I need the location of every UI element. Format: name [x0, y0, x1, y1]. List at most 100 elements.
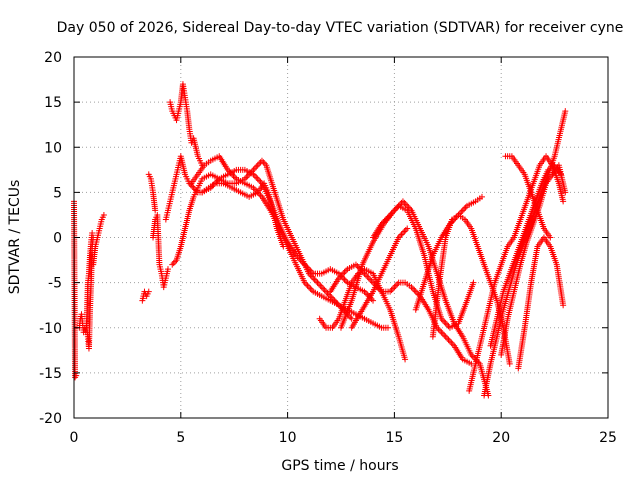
series-s17 [370, 202, 477, 331]
y-tick-label: -10 [39, 321, 62, 337]
data-point [256, 177, 263, 184]
data-point [448, 339, 455, 346]
data-point [439, 330, 446, 337]
data-point [446, 338, 453, 345]
data-point [209, 183, 216, 190]
series-s4 [90, 211, 107, 268]
data-point [392, 282, 399, 289]
data-point [391, 284, 398, 291]
series-s24 [502, 153, 554, 241]
data-point [251, 165, 258, 172]
data-point [169, 261, 176, 268]
y-tick-label: 0 [53, 231, 62, 247]
y-tick-label: 5 [53, 185, 62, 201]
y-tick-label: -5 [48, 276, 62, 292]
data-point [462, 204, 469, 211]
data-point [456, 210, 463, 217]
data-point [321, 287, 328, 294]
series-s10 [169, 157, 355, 322]
series-s1 [71, 198, 80, 381]
data-point [402, 226, 409, 233]
data-point [348, 315, 355, 322]
series-s22 [487, 162, 565, 349]
x-tick-label: 15 [385, 430, 403, 446]
data-point [308, 287, 315, 294]
y-tick-label: 20 [44, 50, 62, 66]
data-point [444, 335, 451, 342]
data-point [461, 205, 468, 212]
data-point [318, 284, 325, 291]
y-axis-ticks: -20 -15 -10 -5 0 5 10 15 20 [39, 50, 608, 427]
data-point [370, 297, 377, 304]
data-point [470, 279, 477, 286]
data-point [338, 272, 345, 279]
data-point [397, 201, 404, 208]
data-point [547, 234, 554, 241]
x-tick-label: 5 [176, 430, 185, 446]
data-point [189, 183, 196, 190]
data-point [458, 208, 465, 215]
data-point [399, 198, 406, 205]
x-tick-label: 20 [492, 430, 510, 446]
data-point [170, 260, 177, 267]
data-point [401, 199, 408, 206]
series-s13 [316, 266, 409, 363]
data-point [364, 273, 371, 280]
series-s25 [515, 234, 567, 372]
data-point [478, 193, 485, 200]
x-axis-label: GPS time / hours [281, 458, 398, 474]
data-point [342, 278, 349, 285]
data-point [365, 275, 372, 282]
data-point [251, 172, 258, 179]
data-point [442, 320, 449, 327]
data-point [347, 314, 354, 321]
data-point [307, 285, 314, 292]
data-point [388, 287, 395, 294]
data-point [260, 159, 267, 166]
data-point [100, 211, 107, 218]
data-point [394, 281, 401, 288]
data-point [399, 229, 406, 236]
data-point [341, 269, 348, 276]
data-point [210, 181, 217, 188]
data-point [401, 228, 408, 235]
data-point [253, 174, 260, 181]
data-point [320, 285, 327, 292]
series-s19 [429, 211, 513, 367]
data-point [398, 231, 405, 238]
data-point [258, 157, 265, 164]
series-s21 [481, 108, 569, 399]
data-point [214, 177, 221, 184]
series-s5 [139, 288, 152, 304]
data-point [304, 282, 311, 289]
data-point [256, 190, 263, 197]
data-point [254, 175, 261, 182]
data-point [253, 163, 260, 170]
data-point [340, 270, 347, 277]
x-tick-label: 0 [70, 430, 79, 446]
data-point [506, 360, 513, 367]
data-point [445, 336, 452, 343]
data-point [368, 278, 375, 285]
y-tick-label: -15 [39, 366, 62, 382]
data-point [411, 287, 418, 294]
y-axis-label: SDTVAR / TECUs [7, 180, 23, 295]
x-tick-label: 10 [279, 430, 297, 446]
data-point [362, 272, 369, 279]
data-point [436, 327, 443, 334]
data-point [324, 290, 331, 297]
x-axis-ticks: 0 5 10 15 20 25 [70, 57, 617, 446]
data-point [89, 229, 96, 236]
series-s6 [145, 171, 159, 214]
data-point [311, 276, 318, 283]
data-point [164, 266, 171, 273]
series-s3 [83, 234, 97, 352]
series-s9 [167, 81, 206, 169]
data-point [441, 332, 448, 339]
data-point [562, 189, 569, 196]
data-point [145, 288, 152, 295]
data-point [244, 172, 251, 179]
data-point [459, 207, 466, 214]
series-s7 [150, 211, 171, 291]
